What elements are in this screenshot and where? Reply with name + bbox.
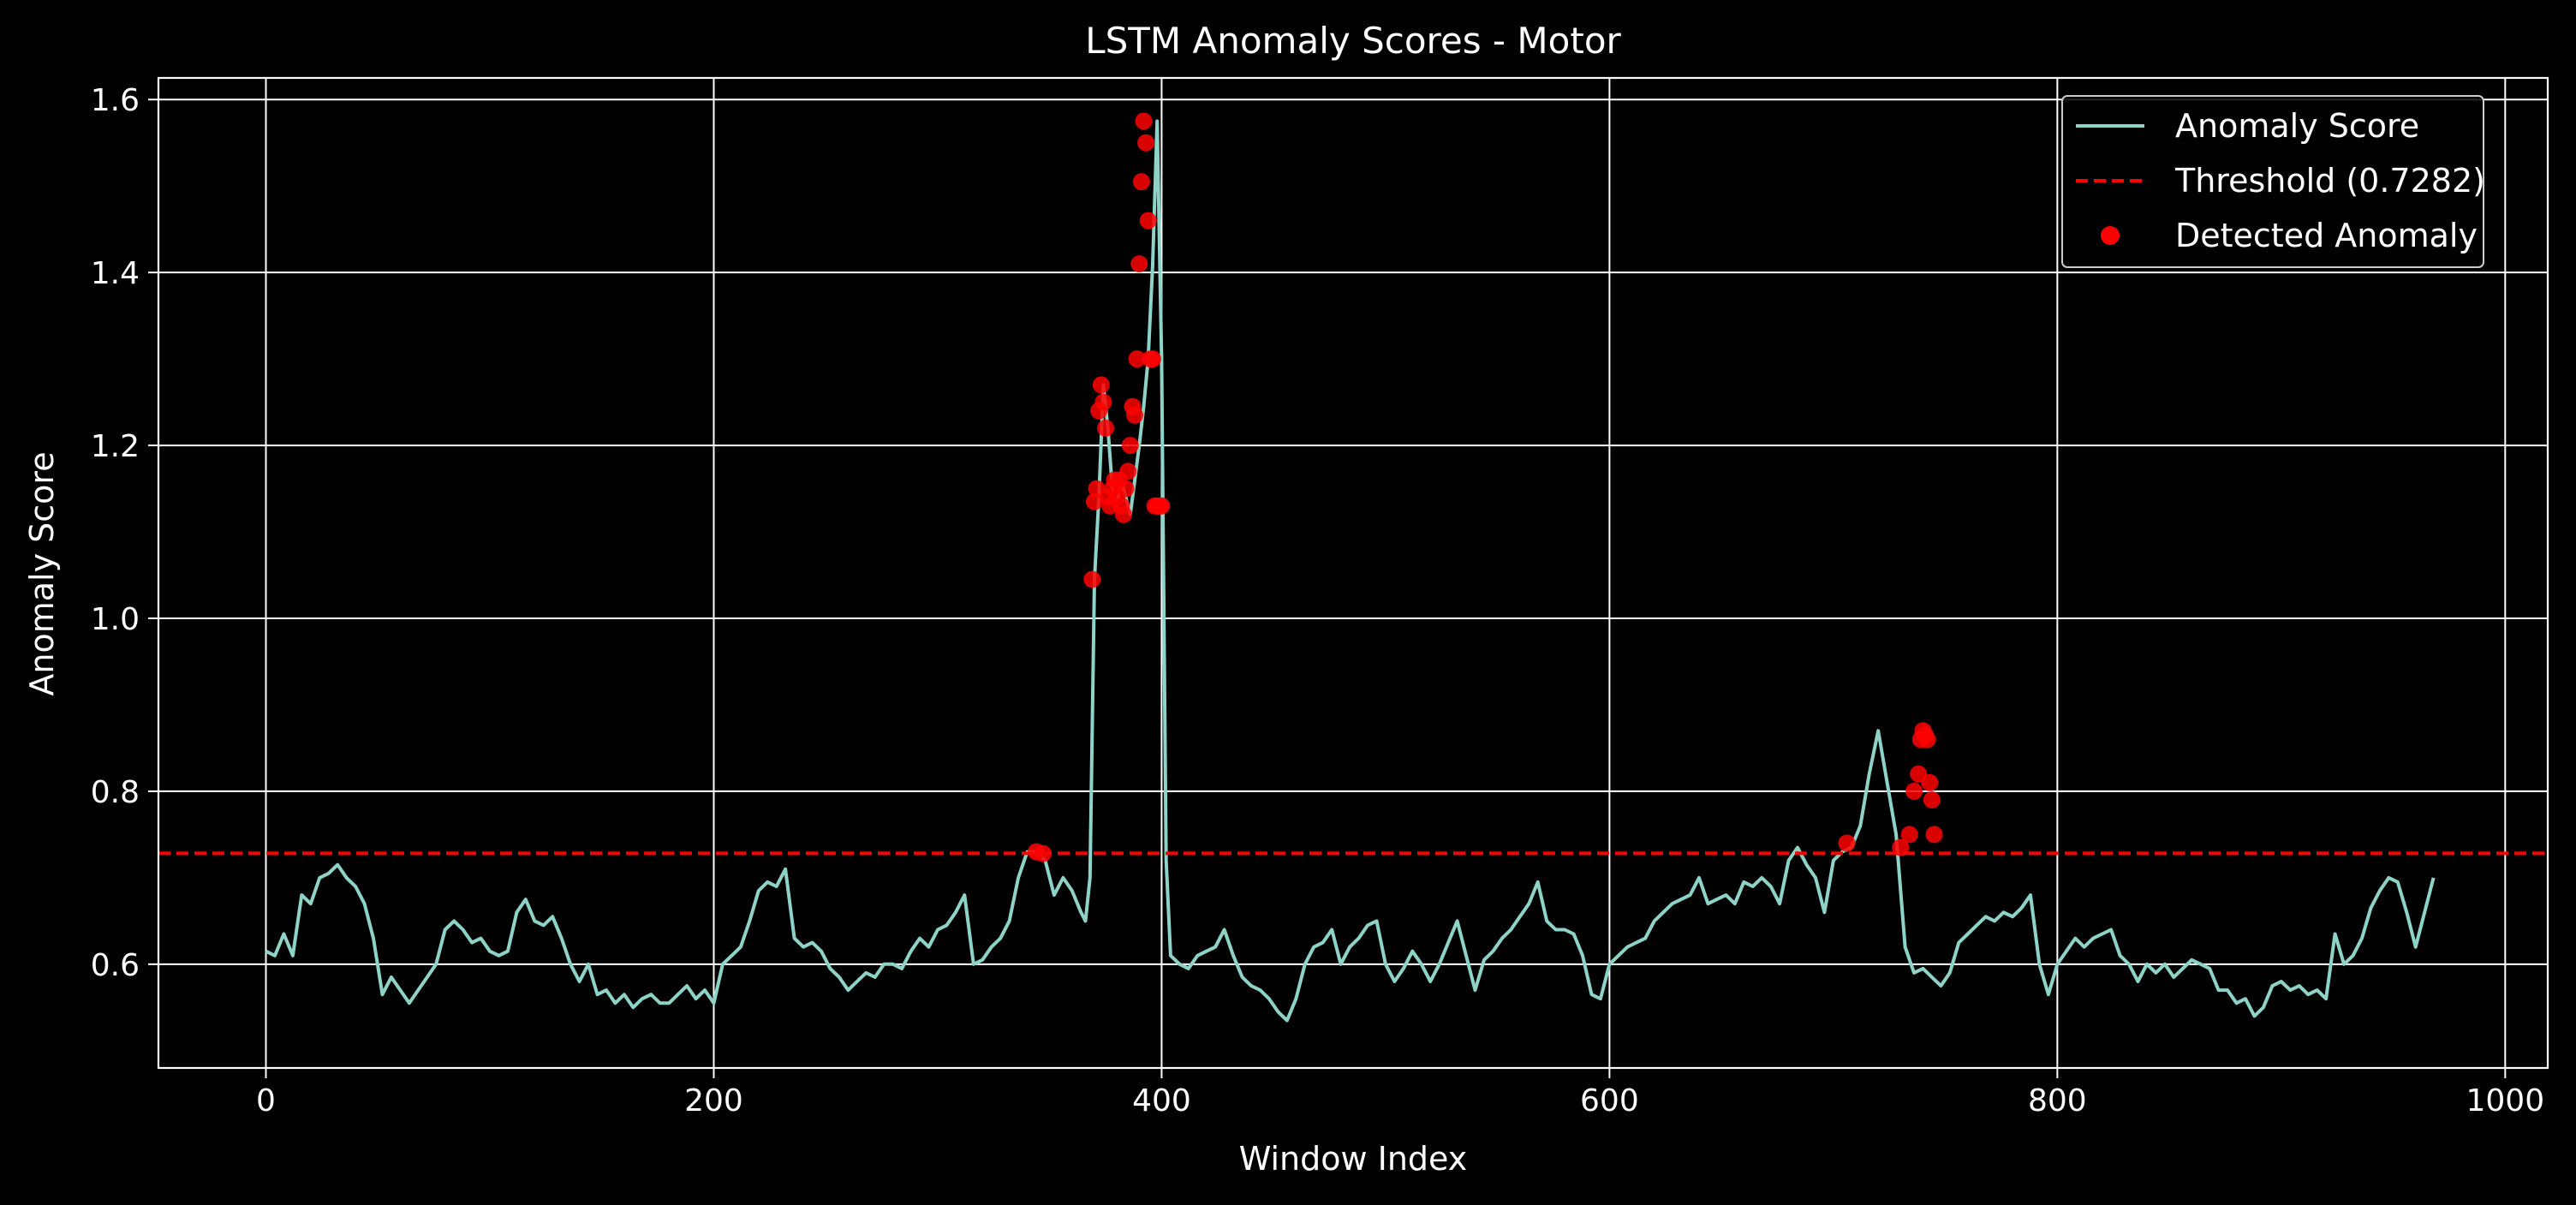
y-axis-label: Anomaly Score [23,451,61,695]
anomaly-point [1153,497,1171,515]
anomaly-point [1034,844,1052,862]
x-tick-label: 1000 [2466,1083,2545,1119]
y-tick-label: 1.0 [91,602,140,637]
anomaly-point [1139,212,1157,230]
y-tick-label: 1.6 [91,83,140,118]
y-tick-label: 1.4 [91,256,140,291]
legend-marker-detected-anomaly [2101,226,2120,245]
plot-frame [157,76,2549,1070]
x-tick-label: 800 [2028,1083,2087,1119]
anomaly-point [1085,492,1103,510]
chart-title: LSTM Anomaly Scores - Motor [1085,20,1621,62]
anomaly-point [1892,838,1910,856]
anomaly-point [1121,437,1139,455]
grid-layer [158,78,2548,1068]
anomaly-score-line [265,119,2436,1023]
x-tick-label: 0 [256,1083,276,1119]
anomaly-point [1119,462,1137,480]
anomaly-point [1094,393,1112,411]
anomaly-point [1905,782,1923,800]
anomaly-point [1838,834,1856,852]
anomaly-point [1092,376,1110,394]
anomaly-point [1114,505,1132,523]
anomaly-point [1143,350,1161,368]
anomaly-point [1137,134,1155,152]
anomaly-point [1097,419,1115,437]
anomaly-point [1925,826,1943,844]
y-tick-label: 0.6 [91,948,140,983]
y-tick-label: 0.8 [91,775,140,810]
x-tick-label: 400 [1132,1083,1191,1119]
x-axis-label: Window Index [1239,1140,1468,1178]
y-tick-label: 1.2 [91,429,140,464]
anomaly-point [1083,570,1101,588]
tick-layer: 0 200 400 600 800 1000 0.6 0.8 1.0 1.2 1.4 1.6 [91,83,2544,1119]
anomaly-point [1128,350,1146,368]
x-tick-label: 200 [684,1083,743,1119]
legend: Anomaly Score Threshold (0.7282) Detecte… [2061,95,2485,268]
anomaly-point [1126,406,1144,424]
anomaly-point [1918,731,1936,749]
legend-label-threshold: Threshold (0.7282) [2174,162,2485,200]
legend-box [2061,95,2484,268]
x-tick-label: 600 [1580,1083,1639,1119]
legend-label-detected-anomaly: Detected Anomaly [2175,217,2478,254]
anomaly-point [1130,255,1148,273]
anomaly-point [1135,112,1153,130]
legend-label-anomaly-score: Anomaly Score [2175,107,2419,145]
anomaly-point [1900,826,1918,844]
data-layer [158,112,2548,1023]
anomaly-point [1923,791,1941,809]
anomaly-point [1132,173,1150,191]
anomaly-point [1117,480,1135,498]
anomaly-point [1921,773,1939,791]
